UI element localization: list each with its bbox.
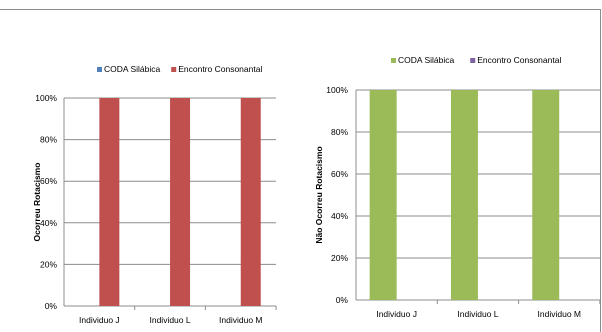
legend-swatch (97, 67, 102, 72)
x-category-label: Individuo L (457, 309, 498, 319)
bar-coda-silabica (369, 90, 397, 300)
y-tick-label: 100% (326, 85, 348, 95)
x-category-label: Individuo J (376, 309, 417, 319)
y-axis-title: Não Ocorreu Rotacismo (314, 146, 324, 243)
y-axis-title: Ocorreu Rotacismo (32, 163, 42, 242)
bar-coda-silabica (532, 90, 560, 300)
bar-encontro-consonantal (240, 98, 261, 306)
y-tick-label: 40% (331, 211, 348, 221)
y-tick-label: 20% (331, 253, 348, 263)
legend-swatch (470, 58, 476, 63)
chart-nao-ocorreu-rotacismo: 0% 20% 40% 60% 80% 100% Individuo J Individuo L… (314, 55, 601, 319)
y-tick-label: 40% (40, 218, 57, 228)
bar-encontro-consonantal (99, 98, 120, 306)
y-tick-label: 80% (40, 135, 57, 145)
y-tick-label: 80% (331, 127, 348, 137)
x-category-label: Individuo L (149, 315, 190, 325)
chart-frame-right-border (600, 9, 601, 332)
bar-coda-silabica (450, 90, 478, 300)
legend-swatch (391, 58, 396, 63)
x-category-label: Individuo M (219, 315, 262, 325)
chart-frame-top-border (0, 9, 601, 10)
y-tick-label: 20% (40, 259, 57, 269)
legend-label: CODA Silábica (104, 64, 160, 74)
chart-ocorreu-rotacismo: 0% 20% 40% 60% 80% 100% Individuo J Individuo L… (32, 64, 277, 325)
y-tick-label: 60% (331, 169, 348, 179)
y-tick-label: 60% (40, 176, 57, 186)
y-tick-label: 0% (336, 295, 349, 305)
y-tick-label: 100% (35, 93, 57, 103)
legend-swatch (171, 67, 177, 72)
x-category-label: Individuo M (538, 309, 581, 319)
bar-encontro-consonantal (170, 98, 191, 306)
legend-label: Encontro Consonantal (477, 55, 561, 65)
y-tick-label: 0% (45, 301, 58, 311)
x-category-label: Individuo J (79, 315, 120, 325)
legend-label: CODA Silábica (398, 55, 454, 65)
legend-label: Encontro Consonantal (178, 64, 262, 74)
